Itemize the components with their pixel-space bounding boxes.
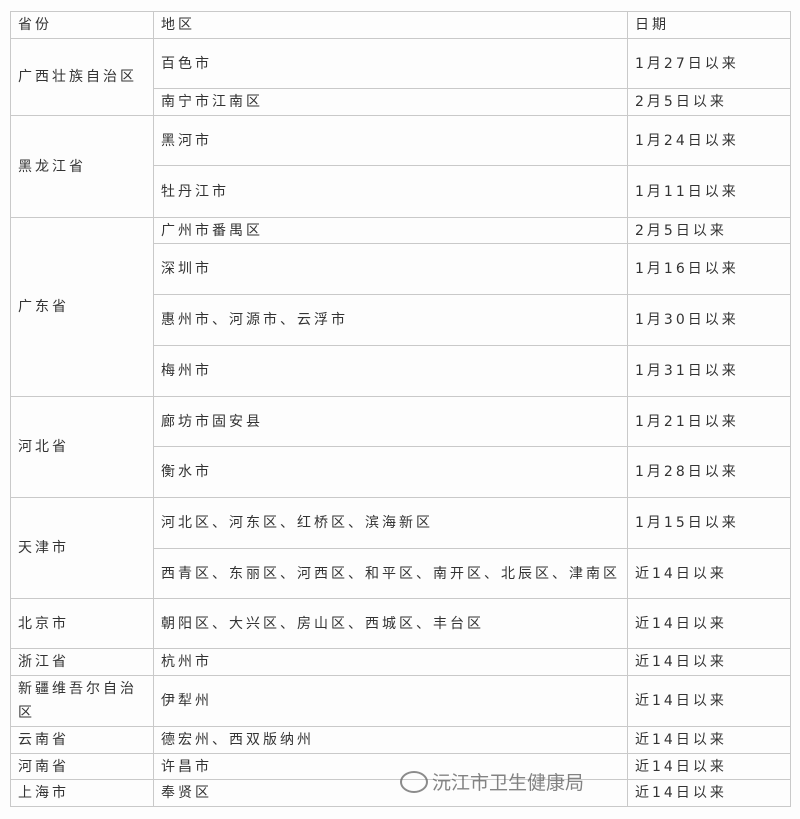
date-cell: 近14日以来	[627, 598, 791, 649]
header-region: 地区	[153, 11, 628, 39]
date-cell: 1月24日以来	[627, 115, 791, 166]
date-cell: 近14日以来	[627, 648, 791, 676]
table-row: 黑龙江省 黑河市 1月24日以来	[10, 115, 791, 218]
region-cell: 德宏州、西双版纳州	[153, 726, 628, 754]
watermark-text: 沅江市卫生健康局	[432, 772, 585, 794]
header-province: 省份	[10, 11, 154, 39]
date-cell: 1月30日以来	[627, 294, 791, 346]
date-cell: 1月27日以来	[627, 38, 791, 89]
region-cell: 杭州市	[153, 648, 628, 676]
date-cell: 1月31日以来	[627, 345, 791, 397]
province-cell: 北京市	[10, 598, 154, 649]
table-row: 河北省 廊坊市固安县 1月21日以来	[10, 396, 791, 498]
date-cell: 1月28日以来	[627, 446, 791, 498]
province-cell: 河北省	[10, 396, 154, 498]
table-row: 梅州市 1月31日以来	[11, 345, 791, 397]
table-row: 新疆维吾尔自治区 伊犁州 近14日以来	[10, 675, 791, 727]
province-cell: 新疆维吾尔自治区	[10, 675, 154, 727]
date-cell: 近14日以来	[627, 779, 791, 807]
wechat-icon	[400, 770, 428, 793]
table-row: 天津市 河北区、河东区、红桥区、滨海新区 1月15日以来	[10, 497, 791, 599]
date-cell: 2月5日以来	[627, 88, 791, 116]
province-cell: 黑龙江省	[10, 115, 154, 218]
region-cell: 黑河市	[153, 115, 628, 166]
region-cell: 朝阳区、大兴区、房山区、西城区、丰台区	[153, 598, 628, 649]
table-row: 牡丹江市 1月11日以来	[11, 165, 791, 218]
table-row: 云南省 德宏州、西双版纳州 近14日以来	[10, 726, 791, 754]
region-cell: 广州市番禺区	[153, 217, 628, 244]
table-row: 深圳市 1月16日以来	[11, 243, 791, 295]
province-cell: 广西壮族自治区	[10, 38, 154, 116]
table-row: 衡水市 1月28日以来	[11, 446, 791, 498]
header-date: 日期	[627, 11, 791, 39]
date-cell: 近14日以来	[627, 548, 791, 599]
region-cell: 奉贤区	[153, 779, 628, 807]
region-cell: 廊坊市固安县	[153, 396, 628, 447]
region-cell: 西青区、东丽区、河西区、和平区、南开区、北辰区、津南区	[153, 548, 628, 599]
watermark: 沅江市卫生健康局	[400, 768, 584, 795]
table-row: 南宁市江南区 2月5日以来	[11, 88, 791, 116]
region-cell: 河北区、河东区、红桥区、滨海新区	[153, 497, 628, 549]
date-cell: 1月16日以来	[627, 243, 791, 295]
region-cell: 伊犁州	[153, 675, 628, 727]
table-row: 西青区、东丽区、河西区、和平区、南开区、北辰区、津南区 近14日以来	[11, 548, 791, 599]
province-cell: 天津市	[10, 497, 154, 599]
region-cell: 百色市	[153, 38, 628, 89]
date-cell: 近14日以来	[627, 675, 791, 727]
table-row: 广西壮族自治区 百色市 1月27日以来	[10, 38, 791, 116]
table-row: 河南省 许昌市 近14日以来	[10, 753, 791, 780]
date-cell: 近14日以来	[627, 753, 791, 780]
province-cell: 河南省	[10, 753, 154, 780]
date-cell: 2月5日以来	[627, 217, 791, 244]
province-cell: 云南省	[10, 726, 154, 754]
region-cell: 惠州市、河源市、云浮市	[153, 294, 628, 346]
date-cell: 1月11日以来	[627, 165, 791, 218]
date-cell: 1月15日以来	[627, 497, 791, 549]
region-cell: 南宁市江南区	[153, 88, 628, 116]
region-table: 省份 地区 日期 广西壮族自治区 百色市 1月27日以来 南宁市江南区 2月5日…	[10, 11, 791, 807]
province-cell: 上海市	[10, 779, 154, 807]
date-cell: 近14日以来	[627, 726, 791, 754]
date-cell: 1月21日以来	[627, 396, 791, 447]
province-cell: 浙江省	[10, 648, 154, 676]
table-row: 广东省 广州市番禺区 2月5日以来	[10, 217, 791, 397]
table-row: 北京市 朝阳区、大兴区、房山区、西城区、丰台区 近14日以来	[10, 598, 791, 649]
header-row: 省份 地区 日期	[10, 11, 791, 39]
table-row: 上海市 奉贤区 近14日以来	[10, 779, 791, 807]
region-cell: 衡水市	[153, 446, 628, 498]
region-cell: 梅州市	[153, 345, 628, 397]
table-row: 浙江省 杭州市 近14日以来	[10, 648, 791, 676]
table-row: 惠州市、河源市、云浮市 1月30日以来	[11, 294, 791, 346]
province-cell: 广东省	[10, 217, 154, 397]
region-cell: 深圳市	[153, 243, 628, 295]
region-cell: 牡丹江市	[153, 165, 628, 218]
